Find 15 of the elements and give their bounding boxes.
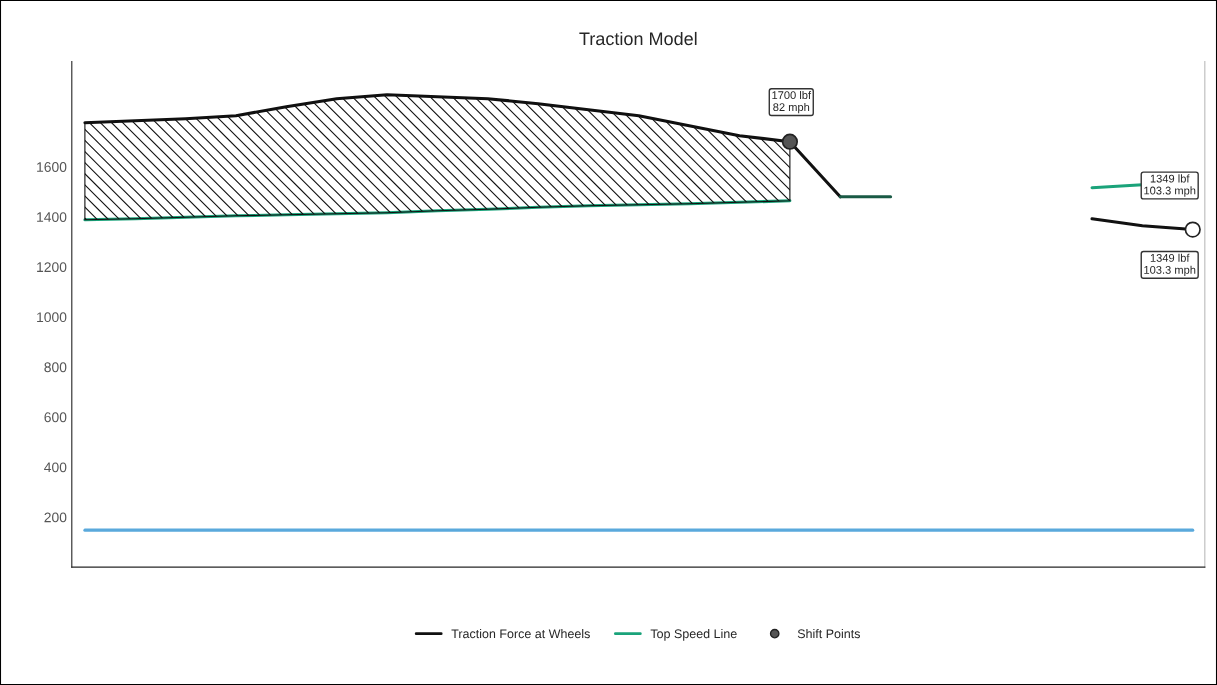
y-tick-label: 600: [44, 412, 67, 423]
y-tick-label: 200: [44, 512, 67, 523]
legend-label: Top Speed Line: [650, 628, 737, 641]
annotation: 1349 lbf 103.3 mph: [1144, 174, 1196, 197]
legend-label: Shift Points: [797, 628, 860, 639]
annotation: 1349 lbf 103.3 mph: [1144, 253, 1196, 277]
annotation: 1700 lbf 82 mph: [772, 90, 812, 114]
y-tick-label: 1200: [37, 262, 67, 273]
chart-title: Traction Model: [579, 31, 697, 46]
y-tick-label: 1400: [37, 212, 67, 222]
legend-label: Traction Force at Wheels: [451, 628, 590, 639]
y-tick-label: 1600: [37, 162, 67, 172]
y-tick-label: 400: [44, 462, 67, 473]
y-tick-label: 800: [44, 362, 67, 373]
y-tick-label: 1000: [37, 312, 67, 323]
